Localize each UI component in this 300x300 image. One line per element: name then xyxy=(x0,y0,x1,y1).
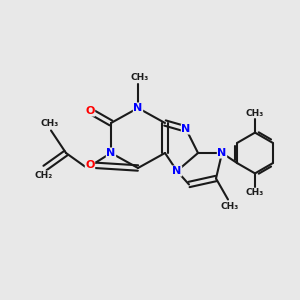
Text: CH₃: CH₃ xyxy=(246,188,264,197)
Text: CH₃: CH₃ xyxy=(130,73,148,82)
Text: O: O xyxy=(85,106,95,116)
Text: N: N xyxy=(182,124,190,134)
Text: CH₃: CH₃ xyxy=(220,202,238,211)
Text: N: N xyxy=(172,166,182,176)
Text: CH₃: CH₃ xyxy=(40,119,58,128)
Text: N: N xyxy=(106,148,116,158)
Text: N: N xyxy=(134,103,142,113)
Text: CH₃: CH₃ xyxy=(246,109,264,118)
Text: CH₂: CH₂ xyxy=(34,171,52,180)
Text: N: N xyxy=(218,148,226,158)
Text: O: O xyxy=(85,160,95,170)
